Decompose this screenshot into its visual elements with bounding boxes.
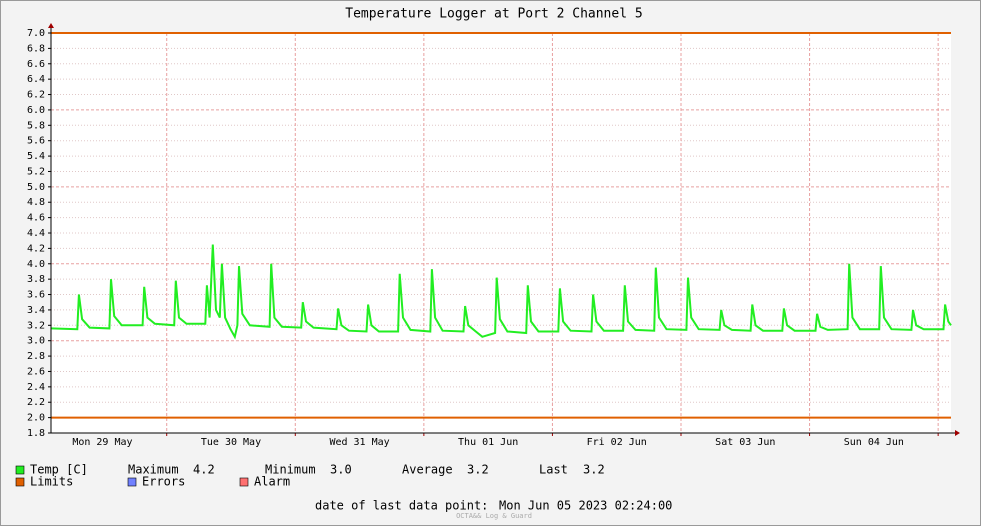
y-tick-label: 4.6 — [27, 213, 45, 224]
x-tick-label: Thu 01 Jun — [458, 437, 518, 448]
y-tick-label: 7.0 — [27, 28, 45, 39]
x-tick-label: Tue 30 May — [201, 437, 261, 448]
y-tick-label: 5.8 — [27, 120, 45, 131]
x-tick-label: Mon 29 May — [72, 437, 132, 448]
y-arrow — [48, 23, 54, 28]
y-tick-label: 4.2 — [27, 243, 45, 254]
y-tick-label: 6.4 — [27, 74, 45, 85]
y-tick-label: 4.0 — [27, 259, 45, 270]
y-tick-label: 6.0 — [27, 105, 45, 116]
x-tick-label: Sat 03 Jun — [715, 437, 775, 448]
x-tick-label: Sun 04 Jun — [844, 437, 904, 448]
y-tick-label: 2.0 — [27, 413, 45, 424]
legend-label: Alarm — [254, 475, 290, 489]
y-tick-label: 5.6 — [27, 136, 45, 147]
footer-value: Mon Jun 05 2023 02:24:00 — [499, 499, 672, 513]
y-tick-label: 4.8 — [27, 197, 45, 208]
x-tick-label: Wed 31 May — [329, 437, 389, 448]
legend-swatch — [127, 477, 137, 487]
stat-label: Minimum — [265, 463, 316, 477]
watermark: OCTA&& Log & Guard — [456, 512, 532, 520]
y-tick-label: 5.4 — [27, 151, 45, 162]
y-tick-label: 1.8 — [27, 428, 45, 439]
temp-line — [50, 244, 952, 340]
stat-value: 3.2 — [467, 463, 489, 477]
legend-label: Errors — [142, 475, 185, 489]
footer-label: date of last data point: — [315, 499, 488, 513]
y-tick-label: 3.2 — [27, 320, 45, 331]
stat-label: Maximum — [128, 463, 179, 477]
legend-swatch — [15, 465, 25, 475]
legend-label: Limits — [30, 475, 73, 489]
legend-label: Temp [C] — [30, 463, 88, 477]
y-tick-label: 5.2 — [27, 166, 45, 177]
y-tick-label: 2.4 — [27, 382, 45, 393]
y-tick-label: 5.0 — [27, 182, 45, 193]
legend-swatch — [239, 477, 249, 487]
y-tick-label: 3.4 — [27, 305, 45, 316]
legend-swatch — [15, 477, 25, 487]
x-tick-label: Fri 02 Jun — [587, 437, 647, 448]
x-arrow — [955, 430, 960, 436]
stat-value: 3.2 — [583, 463, 605, 477]
stat-label: Last — [539, 463, 568, 477]
chart-title: Temperature Logger at Port 2 Channel 5 — [345, 7, 642, 22]
stat-value: 3.0 — [330, 463, 352, 477]
y-tick-label: 3.8 — [27, 274, 45, 285]
y-tick-label: 4.4 — [27, 228, 45, 239]
y-tick-label: 2.2 — [27, 397, 45, 408]
y-tick-label: 3.0 — [27, 336, 45, 347]
stat-value: 4.2 — [193, 463, 215, 477]
y-tick-label: 2.8 — [27, 351, 45, 362]
y-tick-label: 3.6 — [27, 290, 45, 301]
stat-label: Average — [402, 463, 453, 477]
y-tick-label: 6.6 — [27, 59, 45, 70]
y-tick-label: 2.6 — [27, 366, 45, 377]
y-tick-label: 6.8 — [27, 43, 45, 54]
y-tick-label: 6.2 — [27, 90, 45, 101]
